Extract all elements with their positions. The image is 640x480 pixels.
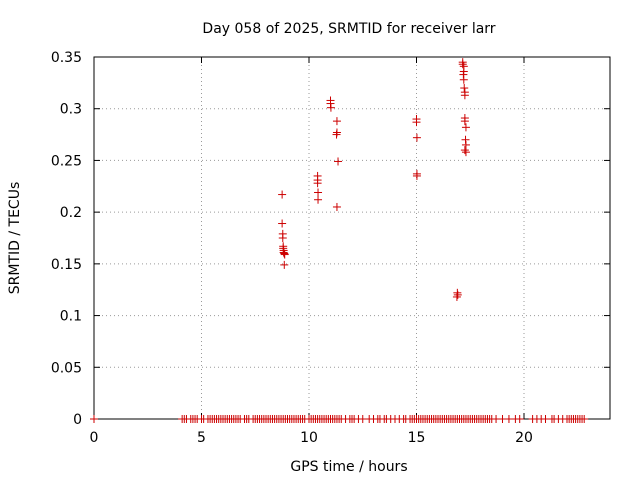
data-point [278,234,287,242]
data-point [459,75,468,84]
data-point [332,117,341,126]
plot-frame [93,56,611,420]
y-tick-labels: 0 0.05 0.1 0.15 0.2 0.25 0.3 0.35 [51,50,82,428]
zero-data-point [515,415,524,423]
x-tick-label: 5 [197,430,206,446]
data-point [278,219,287,228]
x-tick-label: 20 [515,430,533,446]
data-point [280,250,289,259]
y-tick-label: 0.35 [51,50,82,66]
data-point [280,260,289,269]
data-point [412,133,421,142]
data-point [460,117,469,126]
data-point [279,248,288,257]
y-tick-label: 0.3 [60,102,82,118]
x-tick-labels: 0 5 10 15 20 [90,430,533,446]
data-point [412,118,421,127]
data-point [313,179,322,188]
grid-lines [94,57,610,419]
data-point [334,157,343,166]
y-tick-label: 0.15 [51,257,82,273]
x-tick-label: 10 [300,430,318,446]
y-axis-label: SRMTID / TECUs [7,182,23,295]
data-point [326,103,335,112]
x-axis-label: GPS time / hours [290,459,407,475]
y-tick-label: 0 [73,412,82,428]
data-points [90,58,589,423]
data-point [461,123,470,132]
data-point [332,202,341,211]
x-tick-label: 0 [90,430,99,446]
data-point [458,60,467,69]
data-point [332,130,341,139]
data-point [461,148,470,157]
data-point [314,188,323,197]
y-tick-label: 0.05 [51,360,82,376]
data-point [460,91,469,100]
y-tick-label: 0.25 [51,153,82,169]
zero-data-point [90,415,98,423]
data-point [412,171,421,180]
data-point [453,290,462,299]
y-tick-label: 0.2 [60,205,82,221]
data-point [314,195,323,204]
data-point [461,140,470,149]
data-point [452,292,461,301]
axis-ticks [93,56,610,420]
zero-data-point [580,415,589,423]
data-point [460,84,469,93]
chart-title: Day 058 of 2025, SRMTID for receiver lar… [202,21,495,37]
x-tick-label: 15 [408,430,426,446]
y-tick-label: 0.1 [60,309,82,325]
data-point [460,146,469,155]
data-point [278,190,287,199]
